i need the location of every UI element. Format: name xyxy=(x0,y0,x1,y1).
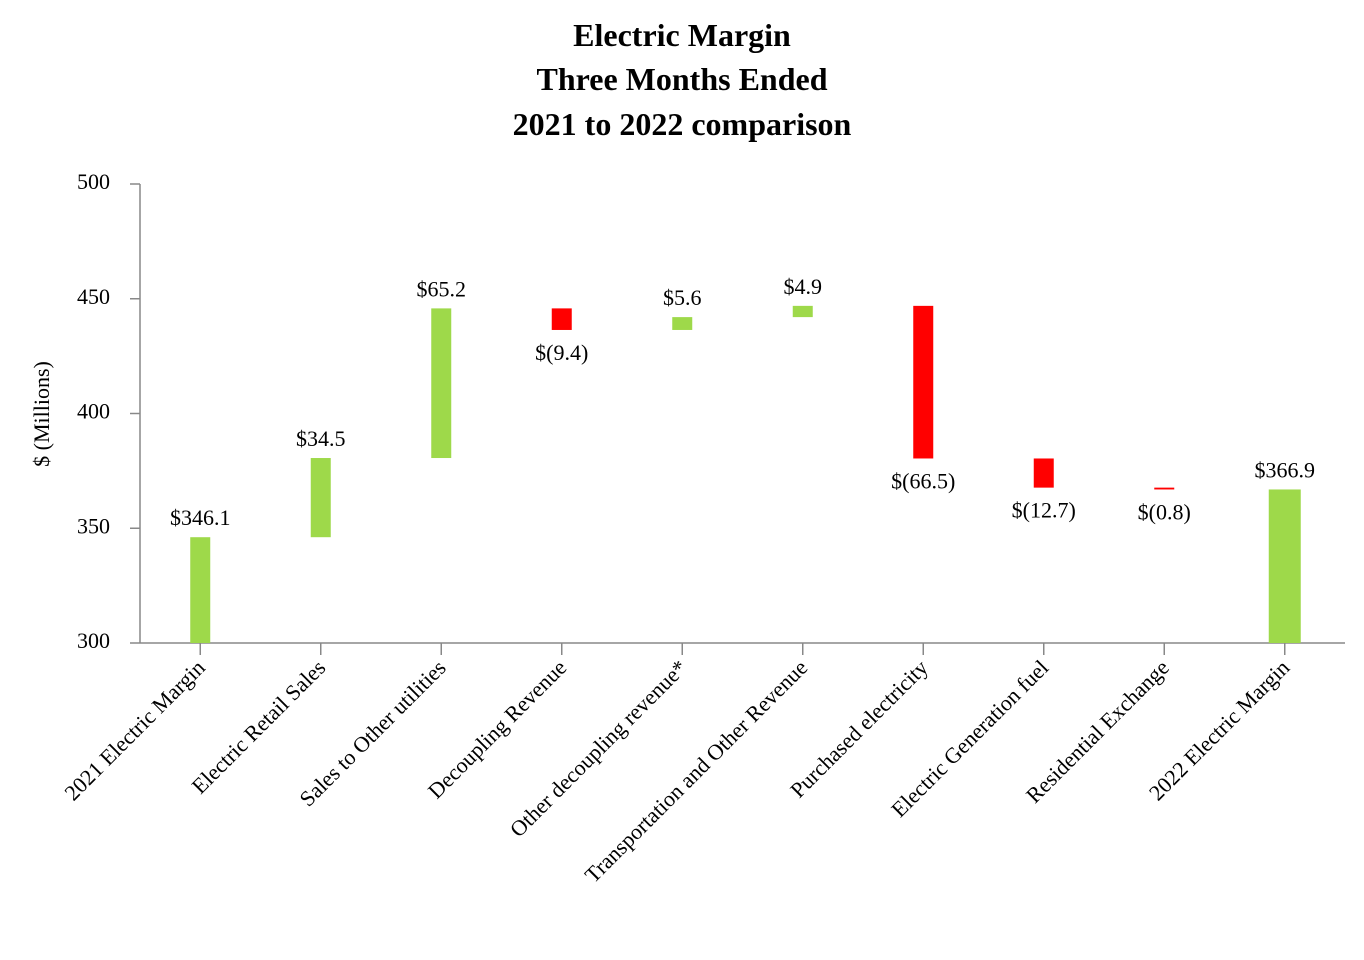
bar xyxy=(310,458,331,538)
y-tick-label: 500 xyxy=(77,169,110,194)
bar xyxy=(1154,487,1175,490)
value-label: $65.2 xyxy=(417,276,467,301)
y-tick-label: 450 xyxy=(77,284,110,309)
bar xyxy=(190,537,211,643)
bar xyxy=(672,317,693,330)
bar xyxy=(1268,489,1301,643)
value-label: $4.9 xyxy=(784,274,823,299)
chart-title-line: Three Months Ended xyxy=(536,61,827,97)
value-label: $366.9 xyxy=(1255,457,1316,482)
y-tick-label: 400 xyxy=(77,399,110,424)
value-label: $(66.5) xyxy=(891,468,955,493)
value-label: $(9.4) xyxy=(535,340,588,365)
y-tick-label: 350 xyxy=(77,513,110,538)
bar xyxy=(431,308,452,459)
value-label: $5.6 xyxy=(663,285,702,310)
bar xyxy=(551,308,572,330)
chart-title-line: 2021 to 2022 comparison xyxy=(513,106,852,142)
y-tick-label: 300 xyxy=(77,628,110,653)
bar xyxy=(1033,458,1054,488)
chart-title-line: Electric Margin xyxy=(573,17,791,53)
value-label: $346.1 xyxy=(170,505,231,530)
x-tick-label: Transportation and Other Revenue xyxy=(580,655,813,888)
value-label: $34.5 xyxy=(296,426,346,451)
y-axis-label: $ (Millions) xyxy=(29,361,54,467)
value-label: $(0.8) xyxy=(1138,499,1191,524)
value-label: $(12.7) xyxy=(1012,498,1076,523)
bar xyxy=(913,305,934,459)
bar xyxy=(792,305,813,318)
x-tick-label: Electric Retail Sales xyxy=(186,655,330,799)
